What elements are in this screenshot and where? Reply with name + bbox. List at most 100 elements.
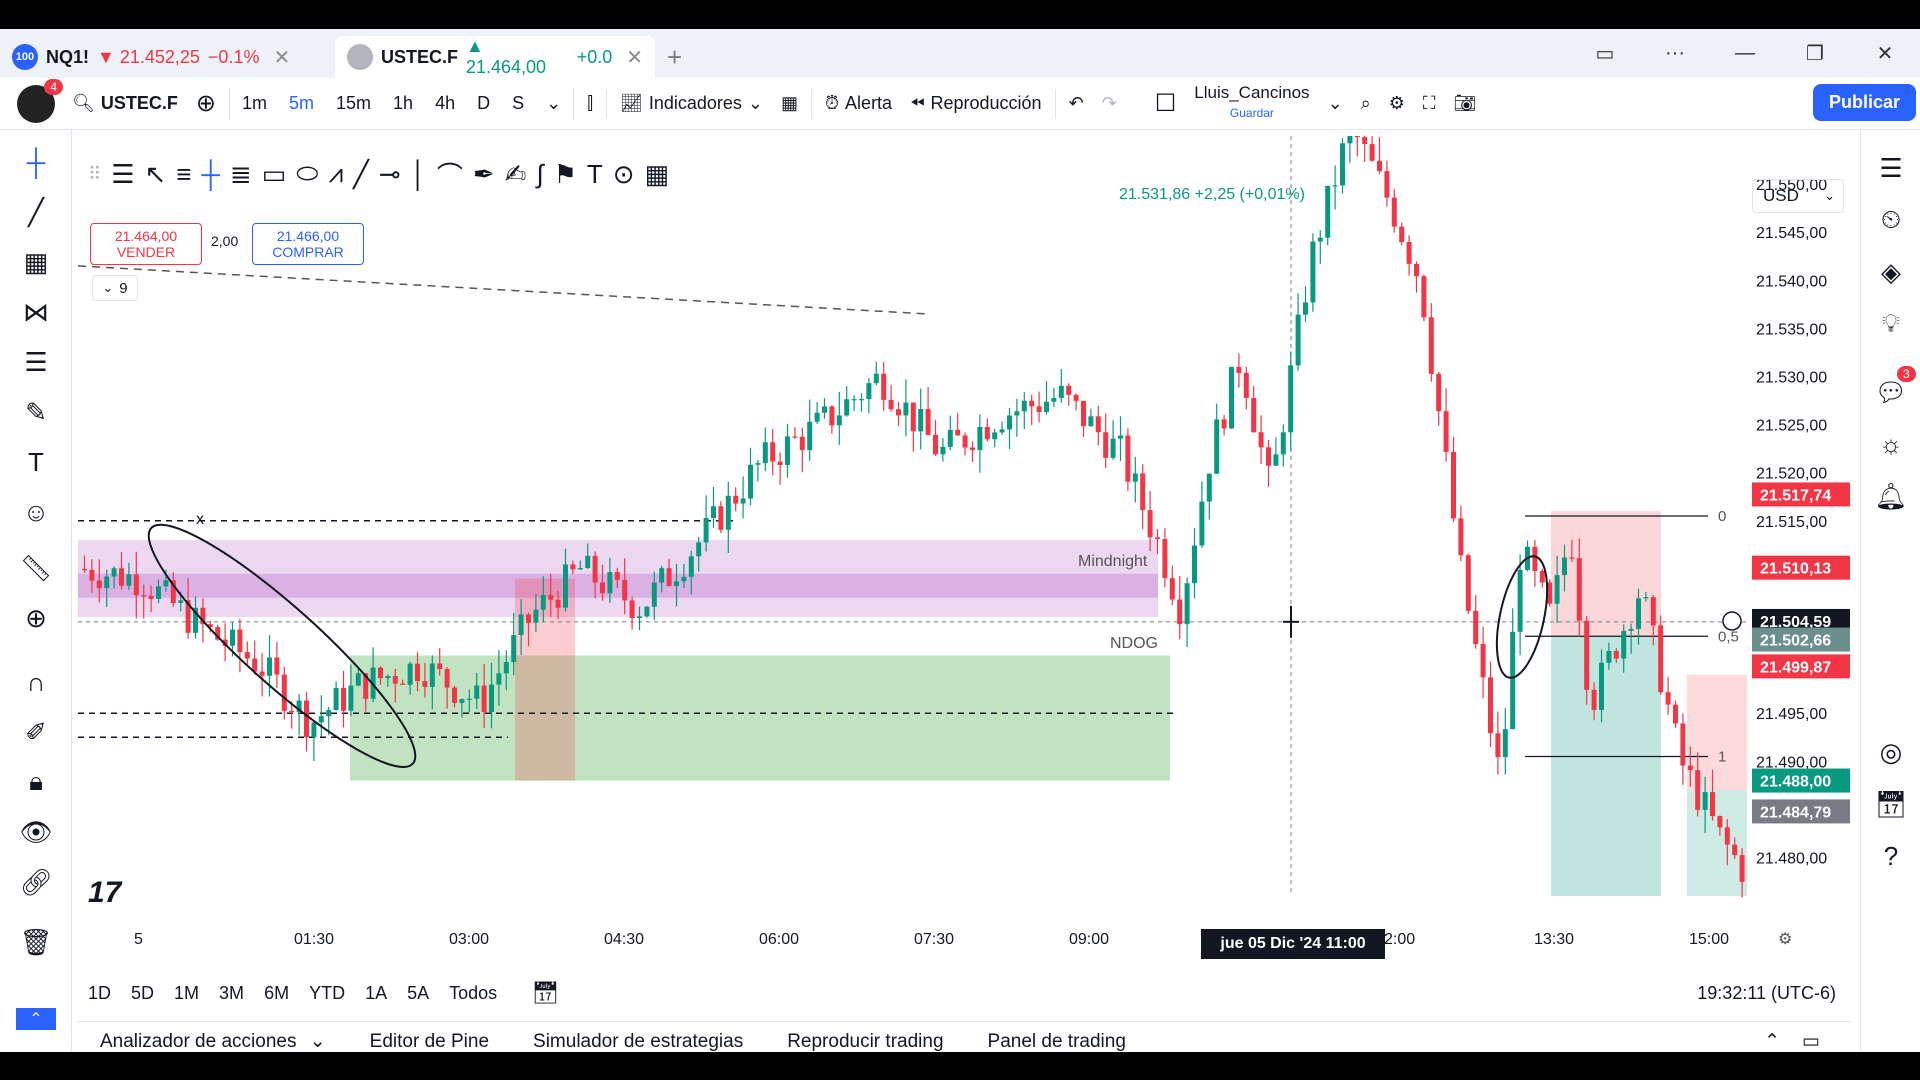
- tab-stock-screener[interactable]: Analizador de acciones ⌄: [78, 1030, 348, 1052]
- interval-s[interactable]: S: [512, 93, 525, 113]
- layers-icon[interactable]: ◈: [1881, 256, 1901, 287]
- alerts-clock-icon[interactable]: ⏲︎: [1880, 204, 1902, 234]
- rectangle-icon[interactable]: ▭: [261, 158, 287, 189]
- settings-button[interactable]: ⚙︎: [1380, 84, 1414, 124]
- restore-icon[interactable]: ❐: [1806, 43, 1824, 65]
- emoji-icon[interactable]: ☺: [22, 496, 50, 527]
- range-ytd[interactable]: YTD: [309, 982, 346, 1003]
- more-icon[interactable]: ···: [1665, 42, 1685, 64]
- forecast-icon[interactable]: ☰: [24, 346, 48, 377]
- replay-button[interactable]: ⏪︎ Reproducción: [901, 84, 1050, 124]
- ellipse-icon[interactable]: ⬭: [296, 158, 319, 188]
- fullscreen-button[interactable]: ⛶: [1414, 84, 1445, 124]
- eye-icon[interactable]: 👁︎: [19, 816, 53, 847]
- chart-type-button[interactable]: ⫿: [578, 84, 602, 124]
- minimize-icon[interactable]: —: [1735, 42, 1755, 64]
- highlighter-icon[interactable]: ✍︎: [504, 158, 527, 189]
- notifications-icon[interactable]: 🔔︎: [1874, 480, 1908, 511]
- sell-button[interactable]: 21.464,00 VENDER: [90, 223, 202, 265]
- range-1a[interactable]: 1A: [365, 982, 388, 1003]
- go-to-date-icon[interactable]: 📅︎: [531, 980, 560, 1005]
- chevron-up-icon[interactable]: ⌃: [1764, 1031, 1780, 1052]
- flag-icon[interactable]: ⚑: [553, 158, 577, 189]
- trend-line-icon[interactable]: ╱: [28, 196, 44, 227]
- collapse-icon[interactable]: ⌃: [16, 1008, 56, 1030]
- table-icon[interactable]: ▦: [644, 158, 670, 189]
- tab-ustec[interactable]: USTEC.F ▲ 21.464,00 +0.0 ✕: [335, 36, 655, 78]
- currency-select[interactable]: USD ⌄: [1752, 179, 1844, 213]
- range-3m[interactable]: 3M: [219, 982, 245, 1003]
- fib-grid-icon[interactable]: ▦: [23, 246, 49, 277]
- range-5d[interactable]: 5D: [131, 982, 155, 1003]
- range-5a[interactable]: 5A: [407, 982, 430, 1003]
- tab-replay-trading[interactable]: Reproducir trading: [787, 1030, 944, 1052]
- brush-icon[interactable]: ✎: [25, 396, 47, 427]
- horizontal-ray-icon[interactable]: ⊸: [378, 158, 401, 189]
- new-tab-button[interactable]: +: [667, 41, 683, 72]
- interval-d[interactable]: D: [477, 93, 491, 113]
- depth-toggle[interactable]: ⌄ 9: [92, 275, 138, 301]
- menu-icon[interactable]: ☰: [111, 158, 135, 189]
- streams-icon[interactable]: ☼: [1879, 428, 1903, 459]
- pen-icon[interactable]: ✒︎: [472, 158, 495, 189]
- range-all[interactable]: Todos: [449, 982, 498, 1003]
- help-icon[interactable]: ?: [1883, 840, 1899, 871]
- watchlist-icon[interactable]: ☰: [1879, 152, 1903, 183]
- price-chart[interactable]: 00,51XxMindnightNDOG1721.550,0021.545,00…: [78, 136, 1850, 958]
- text-icon[interactable]: T: [28, 446, 44, 477]
- zoom-in-icon[interactable]: ⊕: [25, 602, 47, 633]
- tab-strategy-tester[interactable]: Simulador de estrategias: [533, 1030, 744, 1052]
- interval-1m[interactable]: 1m: [241, 93, 267, 113]
- close-icon[interactable]: ✕: [626, 46, 643, 69]
- chart-canvas[interactable]: 00,51XxMindnightNDOG1721.550,0021.545,00…: [78, 136, 1850, 958]
- tab-pine-editor[interactable]: Editor de Pine: [369, 1030, 490, 1052]
- interval-4h[interactable]: 4h: [435, 93, 456, 113]
- indicators-button[interactable]: 📈︎ Indicadores ⌄: [611, 84, 772, 124]
- range-1d[interactable]: 1D: [88, 982, 112, 1003]
- lock-icon[interactable]: 🔒︎: [29, 766, 43, 796]
- clock[interactable]: 19:32:11 (UTC-6): [1697, 982, 1836, 1003]
- maximize-panel-icon[interactable]: ▭: [1802, 1031, 1820, 1052]
- trash-icon[interactable]: 🗑︎: [19, 926, 53, 957]
- tab-trading-panel[interactable]: Panel de trading: [987, 1030, 1126, 1052]
- drag-handle-icon[interactable]: ⠿: [88, 163, 102, 184]
- parallel-channel-icon[interactable]: ≣: [229, 158, 252, 189]
- arc-icon[interactable]: ∫: [536, 158, 544, 189]
- calendar-icon[interactable]: 📅︎: [1874, 788, 1908, 819]
- vertical-line-icon[interactable]: │: [410, 158, 427, 189]
- path-icon[interactable]: ⩘: [328, 158, 344, 188]
- ruler-icon[interactable]: 📏︎: [19, 552, 53, 583]
- publish-button[interactable]: Publicar: [1812, 84, 1916, 121]
- range-1m[interactable]: 1M: [174, 982, 200, 1003]
- ideas-icon[interactable]: 💡︎: [1881, 308, 1901, 338]
- horizontal-lines-icon[interactable]: ≡: [176, 158, 192, 189]
- close-window-icon[interactable]: ✕: [1876, 43, 1894, 65]
- circle-target-icon[interactable]: ⊙: [612, 158, 635, 189]
- cross-line-icon[interactable]: ┼: [201, 158, 220, 189]
- snapshot-button[interactable]: 📷︎: [1445, 84, 1486, 124]
- monitor-icon[interactable]: ▭: [1595, 43, 1615, 65]
- save-layout-button[interactable]: Lluis_Cancinos Guardar: [1185, 83, 1318, 124]
- interval-5m[interactable]: 5m: [289, 93, 315, 113]
- redo-button[interactable]: ↷: [1093, 84, 1126, 124]
- undo-button[interactable]: ↶: [1060, 84, 1093, 124]
- tab-nq1[interactable]: 100 NQ1! ▼ 21.452,25 −0.1% ✕: [0, 36, 335, 78]
- buy-button[interactable]: 21.466,00 COMPRAR: [252, 223, 364, 265]
- layout-square-button[interactable]: ☐: [1146, 84, 1186, 124]
- pattern-icon[interactable]: ⋈: [23, 296, 49, 327]
- chevron-down-icon[interactable]: ⌄: [546, 93, 562, 113]
- link-icon[interactable]: 🔗︎: [19, 866, 53, 897]
- layouts-button[interactable]: ▦: [772, 84, 807, 124]
- interval-1h[interactable]: 1h: [393, 93, 414, 113]
- line-icon[interactable]: ╱: [353, 158, 369, 189]
- lock-drawing-icon[interactable]: ✐: [25, 716, 47, 747]
- compare-button[interactable]: ⊕: [195, 90, 216, 117]
- text-tool-icon[interactable]: T: [586, 158, 603, 189]
- curve-icon[interactable]: ⌒: [436, 160, 463, 191]
- symbol-search[interactable]: 🔍︎ USTEC.F: [63, 84, 187, 124]
- interval-15m[interactable]: 15m: [336, 93, 372, 113]
- range-6m[interactable]: 6M: [264, 982, 290, 1003]
- order-quantity[interactable]: 2,00: [211, 233, 239, 249]
- cursor-icon[interactable]: ↖: [144, 158, 167, 189]
- target-icon[interactable]: ◎: [1879, 736, 1903, 767]
